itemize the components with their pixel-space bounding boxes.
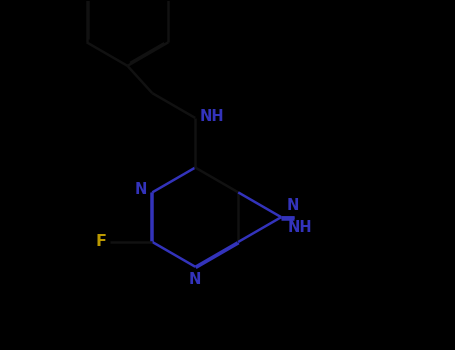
Text: N: N (286, 198, 298, 213)
Text: NH: NH (199, 110, 224, 125)
Text: F: F (95, 234, 106, 250)
Text: N: N (135, 182, 147, 197)
Text: NH: NH (287, 220, 312, 235)
Text: N: N (189, 272, 202, 287)
